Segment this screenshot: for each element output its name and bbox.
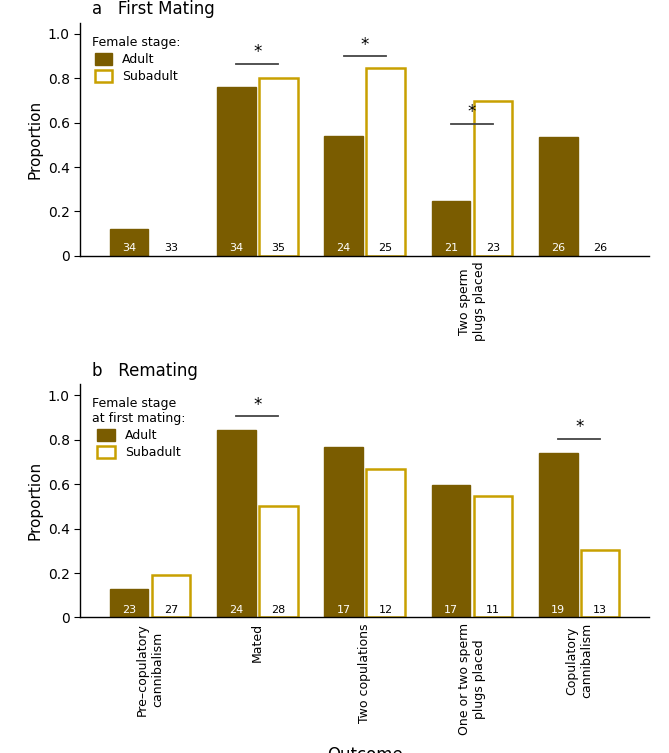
Bar bbox=[539, 137, 577, 256]
Bar bbox=[432, 485, 470, 617]
Bar bbox=[110, 589, 149, 617]
Bar bbox=[324, 136, 363, 256]
Text: 21: 21 bbox=[444, 243, 458, 253]
Bar bbox=[366, 468, 405, 617]
Text: b   Remating: b Remating bbox=[92, 361, 197, 380]
Bar bbox=[217, 87, 256, 256]
Bar bbox=[432, 202, 470, 256]
Bar bbox=[259, 506, 298, 617]
Bar bbox=[324, 447, 363, 617]
X-axis label: Outcome: Outcome bbox=[326, 746, 403, 753]
Text: 28: 28 bbox=[271, 605, 286, 614]
Text: 17: 17 bbox=[337, 605, 351, 614]
Text: 12: 12 bbox=[379, 605, 393, 614]
Y-axis label: Proportion: Proportion bbox=[27, 99, 42, 178]
Text: 35: 35 bbox=[271, 243, 285, 253]
Text: 34: 34 bbox=[229, 243, 244, 253]
Text: 24: 24 bbox=[337, 243, 351, 253]
Bar bbox=[152, 575, 190, 617]
Text: a   First Mating: a First Mating bbox=[92, 0, 214, 18]
Text: 19: 19 bbox=[551, 605, 565, 614]
Legend: Adult, Subadult: Adult, Subadult bbox=[92, 398, 186, 459]
Text: 23: 23 bbox=[122, 605, 136, 614]
Bar bbox=[581, 550, 619, 617]
Text: *: * bbox=[361, 35, 369, 53]
Text: 34: 34 bbox=[122, 243, 136, 253]
Text: 26: 26 bbox=[593, 243, 607, 253]
Text: 27: 27 bbox=[164, 605, 178, 614]
Text: *: * bbox=[253, 396, 262, 414]
Bar bbox=[259, 78, 298, 256]
Legend: Adult, Subadult: Adult, Subadult bbox=[92, 36, 181, 83]
Bar bbox=[474, 496, 512, 617]
Text: *: * bbox=[468, 103, 476, 121]
Bar bbox=[539, 453, 577, 617]
Text: 13: 13 bbox=[593, 605, 607, 614]
Text: 17: 17 bbox=[444, 605, 458, 614]
Bar bbox=[217, 430, 256, 617]
Bar bbox=[110, 229, 149, 256]
Text: 24: 24 bbox=[229, 605, 244, 614]
Text: 23: 23 bbox=[486, 243, 500, 253]
Text: *: * bbox=[253, 44, 262, 62]
Text: 33: 33 bbox=[164, 243, 178, 253]
Text: *: * bbox=[575, 419, 583, 437]
Text: 11: 11 bbox=[486, 605, 500, 614]
Y-axis label: Proportion: Proportion bbox=[27, 462, 42, 541]
Bar bbox=[474, 102, 512, 256]
Bar bbox=[366, 68, 405, 256]
Text: 26: 26 bbox=[551, 243, 565, 253]
Text: 25: 25 bbox=[379, 243, 393, 253]
